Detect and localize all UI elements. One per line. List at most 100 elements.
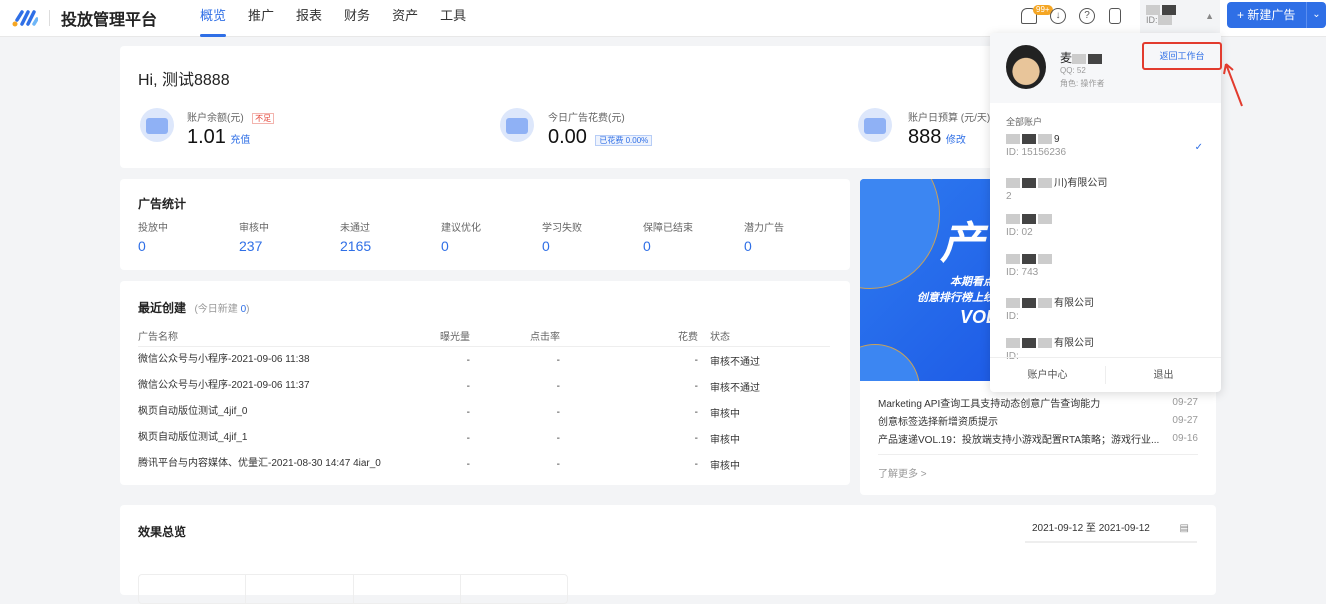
table-row[interactable]: 微信公众号与小程序-2021-09-06 11:38- - - 审核不通过 (138, 347, 830, 373)
stat-label: 潜力广告 (744, 223, 784, 234)
account-id: ID: 02 (1006, 227, 1033, 238)
learn-more-link[interactable]: 了解更多 > (878, 469, 927, 480)
user-profile: 麦 QQ: 52 角色: 操作者 返回工作台 (990, 33, 1222, 103)
stat-item[interactable]: 投放中 0 (138, 219, 168, 254)
nav-reports[interactable]: 报表 (296, 8, 323, 23)
avatar (1006, 45, 1046, 89)
account-item[interactable]: 9 ID: 15156236 ✓ (990, 134, 1221, 174)
cell: - (466, 432, 470, 444)
nav-promotion[interactable]: 推广 (248, 8, 275, 23)
check-icon: ✓ (1194, 142, 1203, 153)
today-new-prefix: (今日新建 (194, 304, 241, 315)
edit-budget-link[interactable]: 修改 (945, 135, 966, 146)
divider (49, 10, 50, 26)
cell: - (466, 406, 470, 418)
cell: 审核中 (710, 434, 740, 446)
spent-tag: 已花费 0.00% (595, 135, 653, 146)
wallet-icon (140, 108, 174, 142)
brand-title: 投放管理平台 (61, 12, 158, 29)
account-item[interactable]: ID: 743 (990, 254, 1221, 294)
account-item[interactable]: 川)有限公司 2 (990, 174, 1221, 214)
logout-button[interactable]: 退出 (1153, 370, 1174, 381)
stat-value: 0 (441, 238, 449, 254)
spend-icon (500, 108, 534, 142)
cell: - (556, 380, 560, 392)
today-new-suffix: ) (246, 304, 250, 315)
recent-title: 最近创建 (138, 301, 187, 315)
news-date: 09-27 (1172, 396, 1198, 408)
news-item[interactable]: 创意标签选择新增资质提示 09-27 (878, 411, 1198, 429)
stat-item[interactable]: 未通过 2165 (340, 219, 371, 254)
account-center-button[interactable]: 账户中心 (990, 366, 1106, 384)
annotation-arrow (1223, 63, 1243, 107)
date-range-picker[interactable]: 2021-09-12 至 2021-09-12 ▤ (1025, 515, 1197, 543)
balance-label: 账户余额(元) (187, 113, 244, 124)
cell: - (466, 380, 470, 392)
table-row[interactable]: 枫页自动版位测试_4jif_1- - - 审核中 (138, 425, 830, 451)
account-switcher[interactable]: ID: ▲ (1140, 0, 1220, 33)
stat-item[interactable]: 建议优化 0 (441, 219, 481, 254)
account-name: 川)有限公司 (1054, 178, 1108, 189)
stat-value: 237 (239, 238, 263, 254)
date-range-value: 2021-09-12 至 2021-09-12 (1032, 523, 1150, 534)
account-item[interactable]: 有限公司 ID: (990, 294, 1221, 334)
news-item[interactable]: Marketing API查询工具支持动态创意广告查询能力 09-27 (878, 393, 1198, 411)
news-date: 09-27 (1172, 414, 1198, 426)
news-item[interactable]: 产品速递VOL.19：投放端支持小游戏配置RTA策略；游戏行业... 09-16 (878, 429, 1198, 447)
nav-tools[interactable]: 工具 (440, 8, 467, 23)
budget-icon (858, 108, 892, 142)
today-new-count[interactable]: 0 (240, 304, 247, 315)
cell: 审核中 (710, 408, 740, 420)
recharge-link[interactable]: 充值 (230, 135, 251, 146)
user-name: 麦 (1060, 51, 1073, 65)
bell-icon[interactable] (1021, 8, 1037, 24)
banner-line2: 创意排行榜上线 (917, 292, 994, 304)
banner-line3: VOL (960, 307, 998, 327)
stat-value: 2165 (340, 238, 372, 254)
user-qq: QQ: 52 (1060, 66, 1086, 75)
calendar-icon: ▤ (1179, 523, 1189, 534)
download-icon[interactable]: ↓ (1050, 8, 1066, 24)
nav-finance[interactable]: 财务 (344, 8, 371, 23)
stat-item[interactable]: 保障已结束 0 (643, 219, 693, 254)
budget-label: 账户日预算 (元/天) (908, 113, 991, 124)
col-status: 状态 (710, 332, 730, 343)
cell: - (694, 380, 698, 392)
tablet-icon[interactable] (1109, 8, 1121, 24)
news-date: 09-16 (1172, 432, 1198, 444)
account-id-label: ID: (1146, 14, 1158, 25)
effect-card: 效果总览 2021-09-12 至 2021-09-12 ▤ (120, 505, 1216, 604)
top-header: 投放管理平台 概览 推广 报表 财务 资产 工具 99+ ↓ ? ID: ▲ + … (0, 0, 1326, 37)
cell: - (466, 458, 470, 470)
new-ad-label: + 新建广告 (1237, 8, 1296, 22)
stat-item[interactable]: 潜力广告 0 (744, 219, 784, 254)
stat-item[interactable]: 学习失败 0 (542, 219, 582, 254)
new-ad-button[interactable]: + 新建广告 ⌄ (1227, 2, 1326, 28)
table-row[interactable]: 枫页自动版位测试_4jif_0- - - 审核中 (138, 399, 830, 425)
help-icon[interactable]: ? (1079, 8, 1095, 24)
stat-label: 审核中 (239, 223, 269, 234)
cell: 审核中 (710, 460, 740, 472)
cell: - (694, 354, 698, 366)
cell: - (466, 354, 470, 366)
cell: 微信公众号与小程序-2021-09-06 11:38 (138, 354, 310, 365)
table-row[interactable]: 微信公众号与小程序-2021-09-06 11:37- - - 审核不通过 (138, 373, 830, 399)
news-title: Marketing API查询工具支持动态创意广告查询能力 (878, 398, 1101, 410)
table-row[interactable]: 腾讯平台与内容媒体、优量汇-2021-08-30 14:47 4iar_0 - - -… (138, 451, 830, 477)
cell: 枫页自动版位测试_4jif_0 (138, 406, 248, 417)
nav-overview[interactable]: 概览 (200, 0, 227, 37)
nav-assets[interactable]: 资产 (392, 8, 419, 23)
stat-label: 学习失败 (542, 223, 582, 234)
ad-stats-card: 广告统计 投放中 0 审核中 237 未通过 2165 建议优化 0 学习失败 0 保障已结束 0 潜力… (120, 179, 850, 270)
account-item[interactable]: ID: 02 (990, 214, 1221, 254)
cell: - (694, 458, 698, 470)
account-item[interactable]: 有限公司 ID: (990, 334, 1221, 374)
account-id: ID: (1006, 311, 1019, 322)
cell: - (694, 406, 698, 418)
main-nav: 概览 推广 报表 财务 资产 工具 (200, 0, 466, 37)
balance-value: 1.01 (187, 126, 226, 148)
stat-item[interactable]: 审核中 237 (239, 219, 269, 254)
chevron-down-icon[interactable]: ⌄ (1306, 2, 1326, 28)
stat-value: 0 (138, 238, 146, 254)
back-to-workbench-button[interactable]: 返回工作台 (1142, 42, 1222, 70)
